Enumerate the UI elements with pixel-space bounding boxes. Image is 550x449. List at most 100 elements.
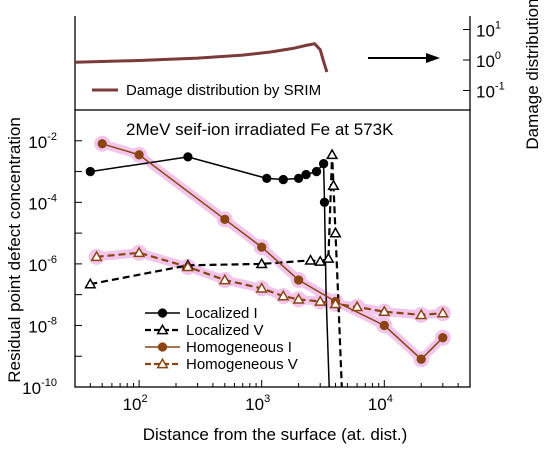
y2-tick-label: 100 (476, 50, 501, 71)
x-ticks: 102 103 104 (74, 380, 471, 414)
x-tick-label-base: 10 (123, 395, 142, 414)
series-localized-i-point (293, 173, 304, 184)
y2-tick-label-exponent: 1 (495, 20, 501, 32)
y-tick-label-base: 10 (28, 194, 47, 213)
series-homogeneous-v-point (133, 246, 146, 258)
legend-label-localized-v: Localized V (186, 322, 264, 339)
x-tick-label-base: 10 (245, 395, 264, 414)
series-homogeneous-v (90, 246, 449, 320)
series-homogeneous-i-point (438, 333, 448, 343)
series-homogeneous-i-point (379, 320, 389, 331)
y-axis-title: Residual point defect concentration (5, 117, 24, 383)
y-tick-label-exponent: -6 (47, 254, 57, 266)
series-localized-i-point (85, 166, 95, 177)
x-tick-label: 103 (245, 393, 270, 414)
y-tick-label-exponent: -10 (41, 377, 57, 389)
series-localized-i-point (319, 197, 330, 207)
series-localized-v-point (84, 277, 97, 289)
series-homogeneous-i-point (97, 139, 107, 149)
series-localized-i-point (278, 174, 288, 185)
series-localized-i-point (262, 173, 272, 184)
series-localized-v-point (326, 148, 339, 160)
y-tick-label-base: 10 (22, 379, 41, 398)
series-homogeneous-i-point (134, 150, 144, 160)
series-homogeneous-v-point (351, 300, 364, 312)
series-localized-v-point (329, 226, 342, 238)
series-localized-v-point (322, 252, 335, 263)
series-homogeneous-v-point (329, 297, 342, 309)
y2-tick-label: 10-1 (476, 81, 505, 102)
series-localized-v-point (255, 257, 268, 269)
legend-label-homogeneous-v: Homogeneous V (186, 356, 298, 373)
x-tick-label-exponent: 2 (142, 393, 148, 405)
legend-marker-localized-i (157, 308, 168, 318)
series-homogeneous-v-halo (92, 248, 448, 320)
series-homogeneous-v-point (255, 282, 268, 293)
legend-label-homogeneous-i: Homogeneous I (186, 339, 292, 356)
y-tick-label-exponent: -2 (47, 131, 57, 143)
damage-legend-label: Damage distribution by SRIM (126, 82, 321, 99)
series-homogeneous-v-line (96, 251, 443, 317)
y-tick-label-base: 10 (28, 317, 47, 336)
x-tick-label-exponent: 3 (264, 393, 270, 405)
y-tick-label: 10-10 (22, 377, 57, 398)
series-homogeneous-v-point (415, 308, 428, 320)
annotation: 2MeV seif-ion irradiated Fe at 573K (126, 120, 394, 139)
series-homogeneous-v-point (292, 293, 305, 304)
right-arrow (368, 53, 440, 63)
y-tick-label-exponent: -4 (47, 192, 57, 204)
y2-tick-label-base: 10 (476, 52, 495, 71)
series-homogeneous-i-point (416, 354, 426, 364)
series-homogeneous-v-point (181, 260, 194, 272)
y-tick-label: 10-4 (28, 192, 57, 213)
y-tick-label-exponent: -8 (47, 315, 57, 327)
series-homogeneous-v-point (218, 273, 231, 285)
y-ticks: 10-210-410-610-810-10 (22, 131, 82, 398)
series-localized-i-point (301, 169, 311, 180)
legend-marker-homogeneous-i (157, 342, 168, 352)
y-tick-label: 10-2 (28, 131, 57, 152)
x-axis-title: Distance from the surface (at. dist.) (143, 425, 408, 444)
series-localized-i (85, 152, 330, 388)
y-tick-label: 10-6 (28, 254, 57, 275)
series-homogeneous-v-point (436, 306, 449, 318)
series-localized-v-point (314, 255, 327, 266)
series-homogeneous-v-point (378, 305, 391, 317)
series-homogeneous-i-point (293, 275, 304, 285)
series-homogeneous-v-point (314, 295, 327, 306)
x-tick-label-base: 10 (368, 395, 387, 414)
legend-marker-homogeneous-v (156, 357, 169, 369)
y-tick-label-base: 10 (28, 133, 47, 152)
y2-tick-label: 101 (476, 20, 501, 41)
series-localized-v (84, 148, 343, 388)
x-tick-label: 104 (368, 393, 393, 414)
y2-axis-title: Damage distribution (523, 0, 542, 150)
series-homogeneous-v-point (90, 250, 103, 262)
y-tick-label-base: 10 (28, 256, 47, 275)
series-localized-v-point (327, 179, 340, 190)
series-localized-i-point (183, 152, 193, 162)
x-tick-label-exponent: 4 (387, 393, 393, 405)
x-tick-label: 102 (123, 393, 148, 414)
series-homogeneous-i (97, 139, 448, 364)
series-localized-v-line (90, 154, 343, 388)
legend-marker-localized-v (156, 323, 169, 335)
y2-tick-label-exponent: 0 (495, 50, 501, 62)
legend-label-localized-i: Localized I (186, 305, 258, 322)
series-localized-i-point (311, 166, 322, 177)
series-localized-i-point (318, 159, 329, 169)
series-layer (84, 139, 449, 388)
y-tick-label: 10-8 (28, 315, 57, 336)
series-localized-v-point (304, 254, 317, 265)
y2-tick-label-base: 10 (476, 22, 495, 41)
y2-tick-label-base: 10 (476, 83, 495, 102)
y2-tick-label-exponent: -1 (495, 81, 505, 93)
plot-area: 102 103 104 10-210-410-610-810-10 2MeV sei… (22, 109, 471, 414)
series-homogeneous-i-point (257, 242, 267, 252)
glow-layer (88, 135, 451, 368)
series-homogeneous-i-point (220, 214, 230, 224)
